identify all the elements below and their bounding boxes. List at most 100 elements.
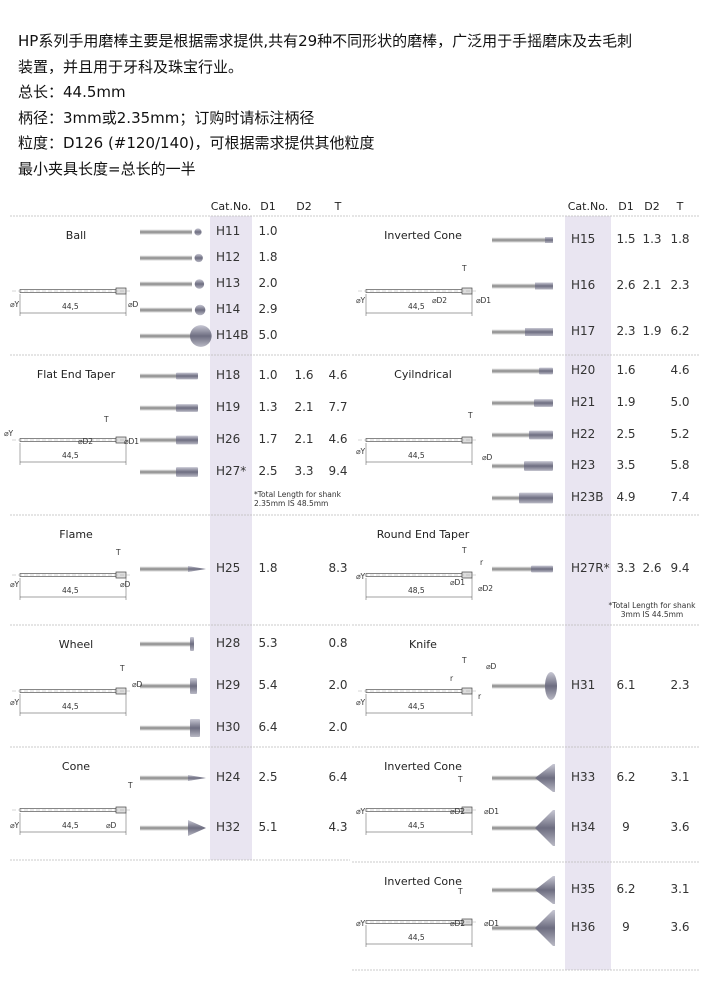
cat-number: H34 (571, 820, 596, 834)
value-d1: 1.6 (616, 363, 636, 377)
tool-head (188, 566, 206, 572)
diagram-label: T (458, 775, 463, 784)
diagram-label: T (458, 887, 463, 896)
value-t: 4.3 (328, 820, 348, 834)
value-d2: 1.6 (294, 368, 314, 382)
column-header: D2 (296, 200, 312, 213)
cat-number: H27R* (571, 561, 610, 575)
diagram-label: ⌀Y (10, 821, 20, 830)
column-header: D2 (644, 200, 660, 213)
intro-line: HP系列手用磨棒主要是根据需求提供,共有29种不同形状的磨棒，广泛用于手摇磨床及… (18, 32, 633, 50)
value-t: 0.8 (328, 636, 348, 650)
cat-number: H23B (571, 490, 604, 504)
diagram-label: T (120, 664, 125, 673)
value-t: 7.7 (328, 400, 348, 414)
value-d1: 1.0 (258, 368, 278, 382)
cat-number: H27* (216, 464, 247, 478)
value-t: 5.0 (670, 395, 690, 409)
column-header: D1 (618, 200, 634, 213)
value-d1: 2.6 (616, 278, 636, 292)
value-d1: 1.5 (616, 232, 636, 246)
tool-shank (492, 566, 547, 572)
tool-shank (492, 825, 547, 831)
value-t: 1.8 (670, 232, 690, 246)
intro-line: 粒度：D126 (#120/140)，可根据需求提供其他粒度 (18, 134, 375, 152)
value-d1: 2.9 (258, 302, 278, 316)
diagram-label: ⌀Y (356, 919, 366, 928)
value-d1: 9 (622, 920, 630, 934)
diagram-label: ⌀D (132, 680, 143, 689)
value-t: 4.6 (328, 368, 348, 382)
tool-head (176, 435, 198, 445)
diagram-label: r (450, 674, 454, 683)
tool-shank (140, 333, 192, 339)
tool-shank (492, 237, 547, 243)
tool-shank (140, 255, 192, 261)
tool-shank (492, 683, 547, 689)
diagram-label: r (478, 692, 482, 701)
value-d1: 4.9 (616, 490, 636, 504)
diagram-label: T (128, 781, 133, 790)
tool-head (519, 492, 553, 504)
diagram-length: 44,5 (62, 586, 79, 595)
cat-number: H25 (216, 561, 241, 575)
diagram-label: ⌀Y (10, 300, 20, 309)
value-d1: 1.9 (616, 395, 636, 409)
footnote: *Total Length for shank 3mm IS 44.5mm (608, 601, 696, 619)
cat-number: H12 (216, 250, 241, 264)
cat-number: H21 (571, 395, 596, 409)
value-d1: 2.0 (258, 276, 278, 290)
value-d1: 9 (622, 820, 630, 834)
tool-head (535, 282, 553, 290)
cat-number: H16 (571, 278, 596, 292)
value-d1: 6.2 (616, 770, 636, 784)
value-d1: 3.3 (616, 561, 636, 575)
diagram-label: T (116, 548, 121, 557)
tool-shank (140, 373, 192, 379)
value-d1: 2.5 (258, 464, 278, 478)
diagram-label: ⌀D1 (476, 296, 492, 305)
value-d1: 1.3 (258, 400, 278, 414)
diagram-label: ⌀D1 (484, 919, 500, 928)
diagram-label: T (462, 546, 467, 555)
cat-number: H15 (571, 232, 596, 246)
section-title: Flame (59, 528, 93, 541)
column-header: T (334, 200, 342, 213)
tool-head (190, 719, 200, 737)
diagram-label: ⌀D2 (78, 437, 94, 446)
value-t: 8.3 (328, 561, 348, 575)
diagram-label: ⌀D2 (432, 296, 448, 305)
value-d1: 5.1 (258, 820, 278, 834)
tool-head (524, 461, 553, 471)
tool-shank (140, 405, 192, 411)
value-d2: 2.1 (294, 432, 314, 446)
tool-head (545, 237, 553, 243)
tool-head (176, 372, 198, 380)
value-d1: 3.5 (616, 458, 636, 472)
tool-head (535, 810, 555, 846)
diagram-length: 44,5 (62, 302, 79, 311)
value-t: 6.2 (670, 324, 690, 338)
diagram-label: T (468, 411, 473, 420)
diagram-length: 44,5 (408, 702, 425, 711)
diagram-label: ⌀D (486, 662, 497, 671)
tool-shank (140, 229, 192, 235)
section-title: Cyilndrical (394, 368, 452, 381)
tool-head (176, 467, 198, 477)
value-t: 3.1 (670, 882, 690, 896)
column-header: T (676, 200, 684, 213)
diagram-length: 44,5 (62, 451, 79, 460)
value-d1: 2.3 (616, 324, 636, 338)
cat-number: H17 (571, 324, 596, 338)
value-d1: 6.4 (258, 720, 278, 734)
value-t: 5.2 (670, 427, 690, 441)
cat-number: H28 (216, 636, 241, 650)
section-title: Flat End Taper (36, 368, 116, 381)
tool-shank (140, 469, 192, 475)
value-t: 7.4 (670, 490, 690, 504)
value-t: 2.3 (670, 278, 690, 292)
diagram-label: r (480, 558, 484, 567)
cat-number: H20 (571, 363, 596, 377)
diagram-label: ⌀D1 (484, 807, 500, 816)
